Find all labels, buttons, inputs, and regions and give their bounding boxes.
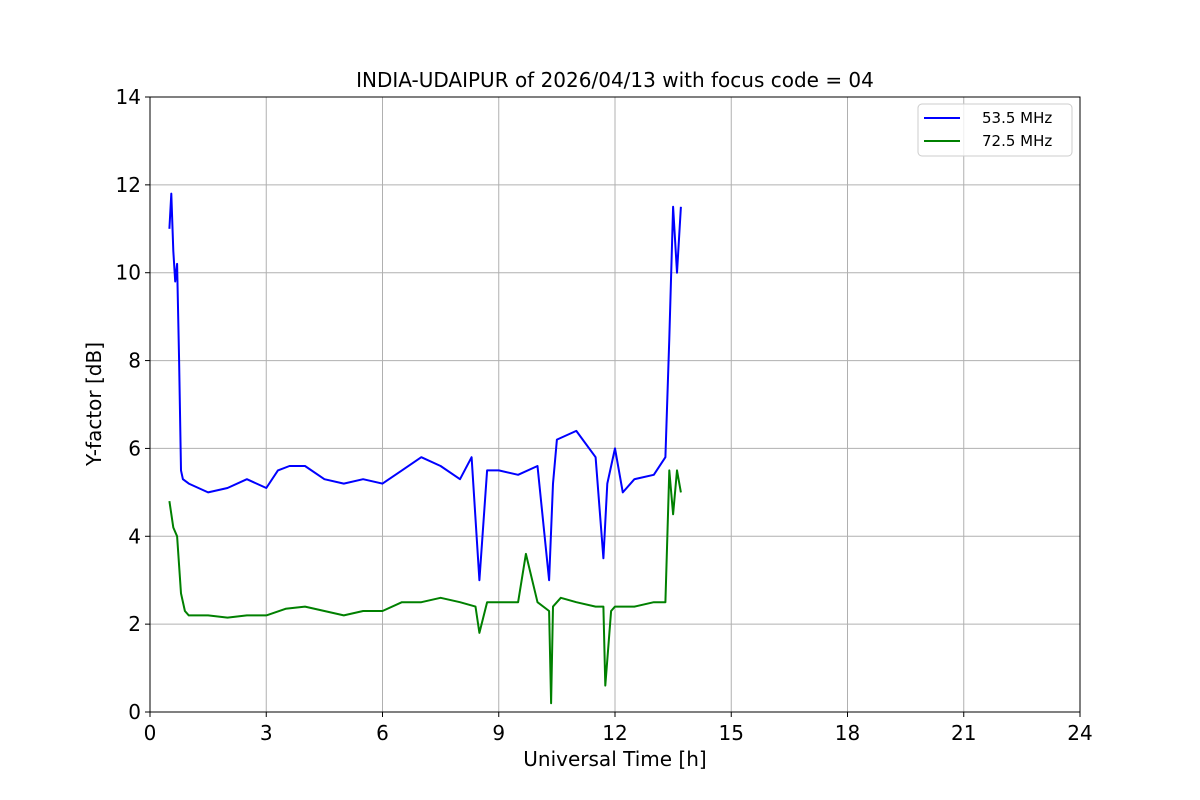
y-tick-label: 0 — [128, 700, 141, 724]
y-axis-label: Y-factor [dB] — [82, 342, 106, 467]
legend: 53.5 MHz 72.5 MHz — [917, 103, 1073, 157]
x-tick-label: 3 — [260, 721, 273, 745]
x-tick-label: 12 — [602, 721, 627, 745]
y-tick-label: 10 — [116, 261, 141, 285]
legend-label-0: 53.5 MHz — [982, 109, 1052, 127]
x-tick-label: 9 — [492, 721, 505, 745]
x-axis-label: Universal Time [h] — [523, 747, 706, 771]
x-tick-label: 21 — [951, 721, 976, 745]
x-tick-label: 0 — [144, 721, 157, 745]
series-line-0 — [168, 192, 682, 582]
y-tick-label: 6 — [128, 436, 141, 460]
legend-label-1: 72.5 MHz — [982, 132, 1052, 150]
x-tick-label: 24 — [1067, 721, 1092, 745]
plot-series — [168, 192, 682, 705]
y-tick-label: 14 — [116, 85, 141, 109]
series-line-1 — [168, 469, 682, 705]
y-tick-label: 2 — [128, 612, 141, 636]
x-tick-label: 18 — [835, 721, 860, 745]
x-tick-label: 15 — [719, 721, 744, 745]
x-tick-label: 6 — [376, 721, 389, 745]
chart-title: INDIA-UDAIPUR of 2026/04/13 with focus c… — [356, 68, 874, 92]
y-tick-label: 8 — [128, 349, 141, 373]
y-tick-label: 12 — [116, 173, 141, 197]
y-tick-label: 4 — [128, 524, 141, 548]
